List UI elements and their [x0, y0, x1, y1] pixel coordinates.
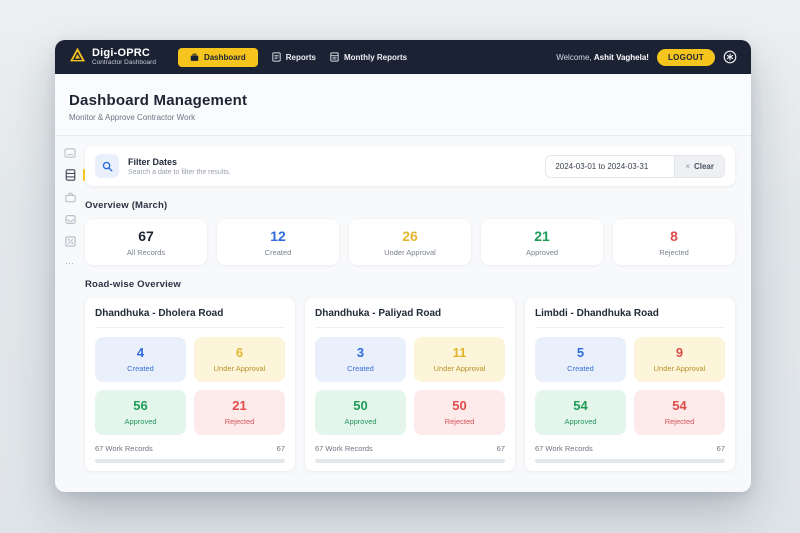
stat-card-created: 12 Created: [217, 219, 339, 265]
calendar-report-icon: [330, 52, 339, 62]
filter-subtitle: Search a date to filter the results.: [128, 168, 231, 176]
search-icon: [95, 154, 119, 178]
left-icon-rail: ⋯: [55, 136, 85, 485]
tile-created: 4 Created: [95, 337, 186, 382]
brand-name: Digi-OPRC: [92, 47, 151, 59]
page-subtitle: Monitor & Approve Contractor Work: [69, 113, 196, 122]
overview-stats-row: 67 All Records 12 Created 26 Under Appro…: [85, 219, 735, 265]
user-menu-icon[interactable]: [723, 50, 737, 64]
briefcase-icon: [190, 53, 199, 62]
welcome-text: Welcome, Ashit Vaghela!: [556, 52, 649, 62]
date-range-input[interactable]: [546, 155, 675, 177]
work-records-label: 67 Work Records: [95, 444, 153, 453]
work-records-label: 67 Work Records: [315, 444, 373, 453]
tile-approved: 56 Approved: [95, 390, 186, 435]
stat-card-rejected: 8 Rejected: [613, 219, 735, 265]
work-records-count: 67: [716, 444, 725, 453]
tile-under-approval: 9 Under Approval: [634, 337, 725, 382]
tile-created: 3 Created: [315, 337, 406, 382]
invoice-percent-icon[interactable]: [64, 236, 76, 247]
nav-item-dashboard[interactable]: Dashboard: [177, 47, 258, 67]
road-card: Dhandhuka - Dholera Road 4 Created 6 Und…: [85, 298, 295, 471]
stat-card-under-approval: 26 Under Approval: [349, 219, 471, 265]
inbox-archive-icon[interactable]: [64, 214, 76, 225]
work-briefcase-icon[interactable]: [64, 192, 76, 203]
top-navbar: Digi-OPRC Contractor Dashboard Dashboard…: [55, 40, 751, 74]
progress-track: [315, 459, 505, 463]
nav-item-reports[interactable]: Reports: [272, 52, 316, 62]
main-nav: Dashboard Reports Monthly Reports: [177, 47, 407, 67]
clear-x-icon: ×: [685, 161, 690, 171]
card-panel-icon[interactable]: [64, 148, 76, 158]
work-records-count: 67: [496, 444, 505, 453]
page-header: Dashboard Management Monitor & Approve C…: [55, 74, 751, 136]
tile-under-approval: 6 Under Approval: [194, 337, 285, 382]
logout-button[interactable]: LOGOUT: [656, 48, 715, 66]
progress-track: [535, 459, 725, 463]
tile-rejected: 21 Rejected: [194, 390, 285, 435]
content-row: ⋯ Filter Dates Search a date to filter t…: [55, 136, 751, 485]
main-content: Filter Dates Search a date to filter the…: [85, 136, 751, 485]
brand-subtitle: Contractor Dashboard: [92, 59, 156, 66]
road-title: Dhandhuka - Dholera Road: [95, 308, 285, 328]
road-card: Limbdi - Dhandhuka Road 5 Created 9 Unde…: [525, 298, 735, 471]
progress-track: [95, 459, 285, 463]
roadwise-cards-row: Dhandhuka - Dholera Road 4 Created 6 Und…: [85, 298, 735, 471]
database-icon[interactable]: [65, 169, 85, 181]
road-title: Limbdi - Dhandhuka Road: [535, 308, 725, 328]
rail-more-icon[interactable]: ⋯: [65, 258, 75, 268]
date-filter-group: × Clear: [545, 154, 725, 178]
stat-card-approved: 21 Approved: [481, 219, 603, 265]
brand: Digi-OPRC Contractor Dashboard: [69, 47, 156, 67]
app-window: Digi-OPRC Contractor Dashboard Dashboard…: [55, 40, 751, 492]
work-records-label: 67 Work Records: [535, 444, 593, 453]
topbar-right: Welcome, Ashit Vaghela! LOGOUT: [556, 48, 737, 66]
brand-logo-triangle-icon: [69, 47, 86, 67]
overview-heading: Overview (March): [85, 200, 168, 211]
filter-dates-card: Filter Dates Search a date to filter the…: [85, 146, 735, 186]
work-records-count: 67: [276, 444, 285, 453]
tile-rejected: 50 Rejected: [414, 390, 505, 435]
road-title: Dhandhuka - Paliyad Road: [315, 308, 505, 328]
filter-title: Filter Dates: [128, 156, 178, 167]
page-title: Dashboard Management: [69, 92, 248, 109]
tile-approved: 50 Approved: [315, 390, 406, 435]
stat-card-all-records: 67 All Records: [85, 219, 207, 265]
road-card: Dhandhuka - Paliyad Road 3 Created 11 Un…: [305, 298, 515, 471]
report-document-icon: [272, 52, 281, 62]
nav-item-monthly-reports[interactable]: Monthly Reports: [330, 52, 407, 62]
tile-under-approval: 11 Under Approval: [414, 337, 505, 382]
tile-rejected: 54 Rejected: [634, 390, 725, 435]
tile-approved: 54 Approved: [535, 390, 626, 435]
clear-filter-button[interactable]: × Clear: [674, 155, 724, 177]
user-name: Ashit Vaghela!: [593, 52, 649, 62]
tile-created: 5 Created: [535, 337, 626, 382]
roadwise-heading: Road-wise Overview: [85, 279, 181, 290]
